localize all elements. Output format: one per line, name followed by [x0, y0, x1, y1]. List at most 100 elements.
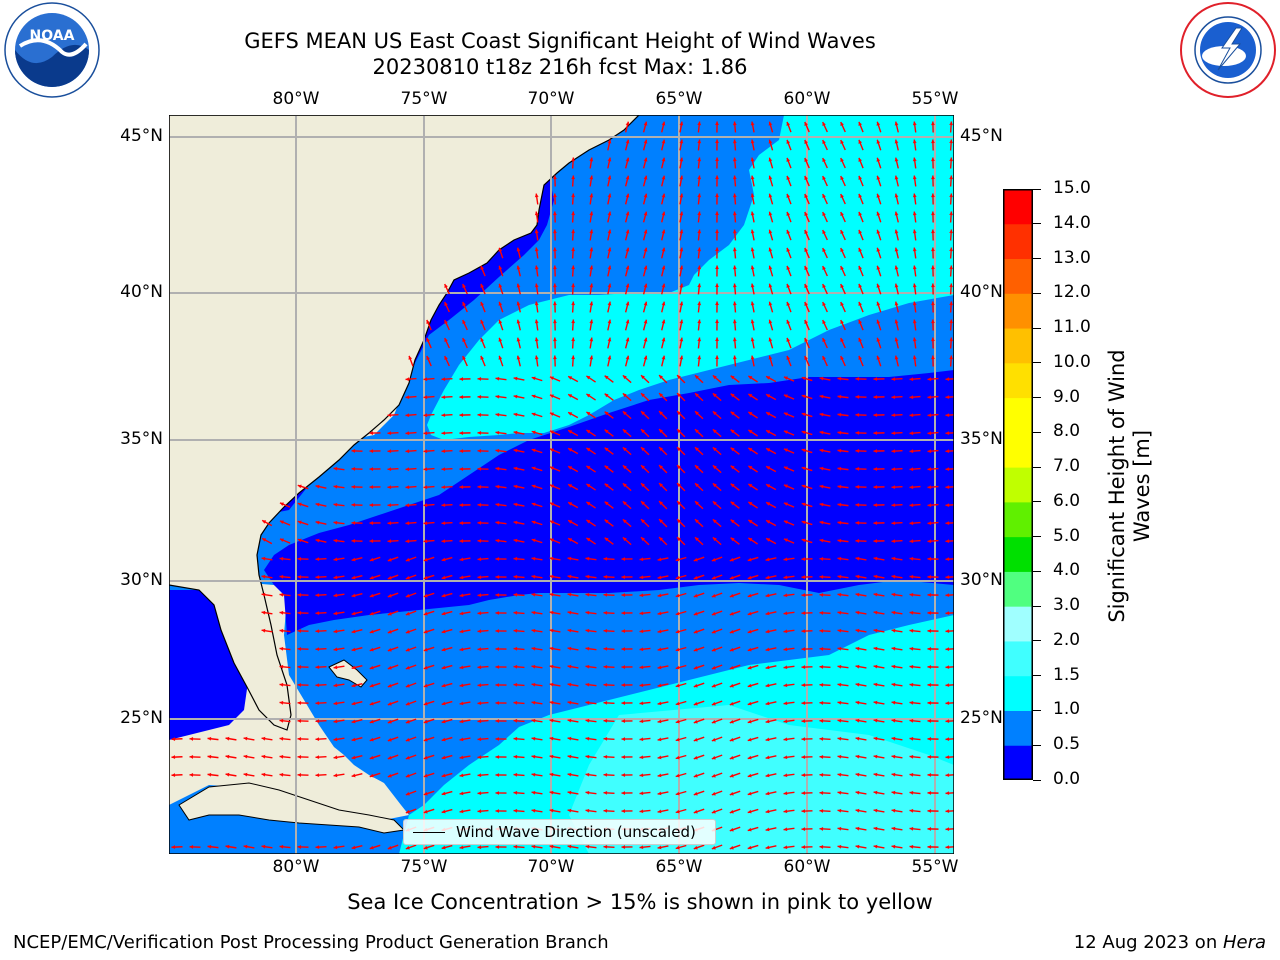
wave-direction-arrow: [840, 193, 846, 205]
wave-direction-arrow: [297, 520, 309, 526]
wave-direction-arrow: [297, 593, 309, 597]
wave-direction-arrow: [661, 355, 666, 367]
wave-direction-arrow: [297, 502, 309, 508]
wave-direction-arrow: [585, 628, 597, 633]
wave-direction-arrow: [261, 844, 273, 849]
wave-direction-arrow: [585, 592, 597, 597]
wave-direction-arrow: [622, 500, 632, 510]
colorbar-segment: [1003, 362, 1033, 399]
wave-direction-arrow: [351, 448, 363, 453]
wave-direction-arrow: [498, 337, 504, 349]
wave-direction-arrow: [891, 395, 903, 400]
lon-label-bottom: 55°W: [911, 857, 959, 877]
wave-direction-arrow: [387, 736, 399, 742]
wave-direction-arrow: [876, 229, 882, 241]
wave-direction-arrow: [621, 557, 633, 561]
wave-direction-arrow: [585, 844, 597, 849]
wave-direction-arrow: [387, 485, 399, 490]
wave-direction-arrow: [567, 772, 579, 777]
wave-direction-arrow: [783, 827, 795, 832]
wave-direction-arrow: [711, 646, 723, 652]
wave-direction-arrow: [909, 610, 921, 615]
wave-direction-arrow: [822, 265, 828, 277]
wave-direction-arrow: [315, 557, 327, 562]
wave-direction-arrow: [909, 682, 921, 687]
colorbar-tick-mark: [1033, 779, 1041, 781]
wave-direction-arrow: [732, 229, 737, 241]
wave-direction-arrow: [712, 482, 722, 492]
wave-direction-arrow: [858, 265, 864, 277]
wave-direction-arrow: [607, 229, 612, 241]
wave-direction-arrow: [333, 484, 345, 489]
wave-direction-arrow: [279, 664, 291, 669]
wave-direction-arrow: [891, 844, 903, 849]
wave-direction-arrow: [873, 826, 885, 831]
wave-direction-arrow: [423, 610, 435, 616]
wave-direction-arrow: [711, 754, 723, 760]
wave-direction-arrow: [279, 718, 291, 723]
wave-direction-arrow: [621, 593, 633, 597]
wave-direction-arrow: [747, 610, 759, 616]
wave-direction-arrow: [931, 229, 935, 241]
colorbar-segment: [1003, 293, 1033, 329]
wave-direction-arrow: [495, 773, 507, 777]
wave-direction-arrow: [837, 646, 849, 651]
wave-direction-arrow: [732, 175, 737, 187]
wave-direction-arrow: [351, 683, 363, 688]
wave-direction-arrow: [477, 719, 489, 724]
wave-direction-arrow: [441, 646, 453, 652]
wave-direction-arrow: [441, 754, 453, 760]
wave-direction-arrow: [693, 718, 705, 724]
wave-direction-arrow: [477, 773, 489, 778]
wave-direction-arrow: [675, 682, 687, 688]
wave-direction-arrow: [894, 229, 899, 241]
wave-direction-arrow: [819, 844, 831, 849]
wave-direction-arrow: [607, 139, 612, 151]
wave-direction-arrow: [855, 682, 867, 687]
wave-direction-arrow: [477, 431, 489, 435]
wave-direction-arrow: [513, 664, 525, 669]
wave-direction-arrow: [715, 193, 719, 205]
wave-direction-arrow: [819, 394, 831, 399]
wave-direction-arrow: [949, 283, 954, 295]
wave-direction-arrow: [927, 413, 939, 418]
wave-direction-arrow: [462, 319, 468, 331]
wave-direction-arrow: [459, 755, 471, 760]
wave-direction-arrow: [477, 557, 489, 562]
wave-direction-arrow: [516, 247, 521, 259]
wave-direction-arrow: [894, 301, 899, 313]
wave-direction-arrow: [837, 466, 849, 471]
lon-label-top: 80°W: [272, 89, 320, 109]
wave-direction-arrow: [819, 556, 831, 561]
wave-direction-arrow: [531, 466, 543, 472]
wave-direction-arrow: [679, 121, 684, 133]
wave-direction-arrow: [819, 484, 831, 489]
wave-direction-arrow: [459, 539, 471, 543]
wave-direction-arrow: [873, 808, 885, 813]
colorbar-tick-label: 13.0: [1053, 247, 1091, 268]
wave-direction-arrow: [549, 808, 561, 813]
wave-direction-arrow: [495, 448, 507, 453]
wave-direction-arrow: [622, 446, 632, 456]
wave-direction-arrow: [622, 482, 632, 492]
wave-direction-arrow: [477, 593, 489, 598]
wave-direction-arrow: [423, 844, 435, 850]
wave-direction-arrow: [423, 718, 435, 724]
wave-direction-arrow: [351, 737, 363, 742]
wave-direction-arrow: [730, 465, 740, 473]
wave-direction-arrow: [477, 485, 489, 489]
wave-direction-arrow: [837, 430, 849, 435]
wave-direction-arrow: [927, 485, 939, 490]
wave-direction-arrow: [711, 718, 723, 724]
wave-direction-arrow: [873, 790, 885, 795]
wave-direction-arrow: [786, 193, 792, 205]
wave-direction-arrow: [894, 139, 899, 151]
colorbar-tick-label: 1.0: [1053, 699, 1081, 720]
wave-direction-arrow: [513, 790, 525, 795]
wave-direction-arrow: [697, 229, 702, 241]
wave-direction-arrow: [531, 664, 543, 669]
wave-direction-arrow: [927, 467, 939, 472]
wave-direction-arrow: [567, 628, 579, 633]
wave-direction-arrow: [513, 736, 525, 741]
wave-direction-arrow: [840, 283, 846, 295]
